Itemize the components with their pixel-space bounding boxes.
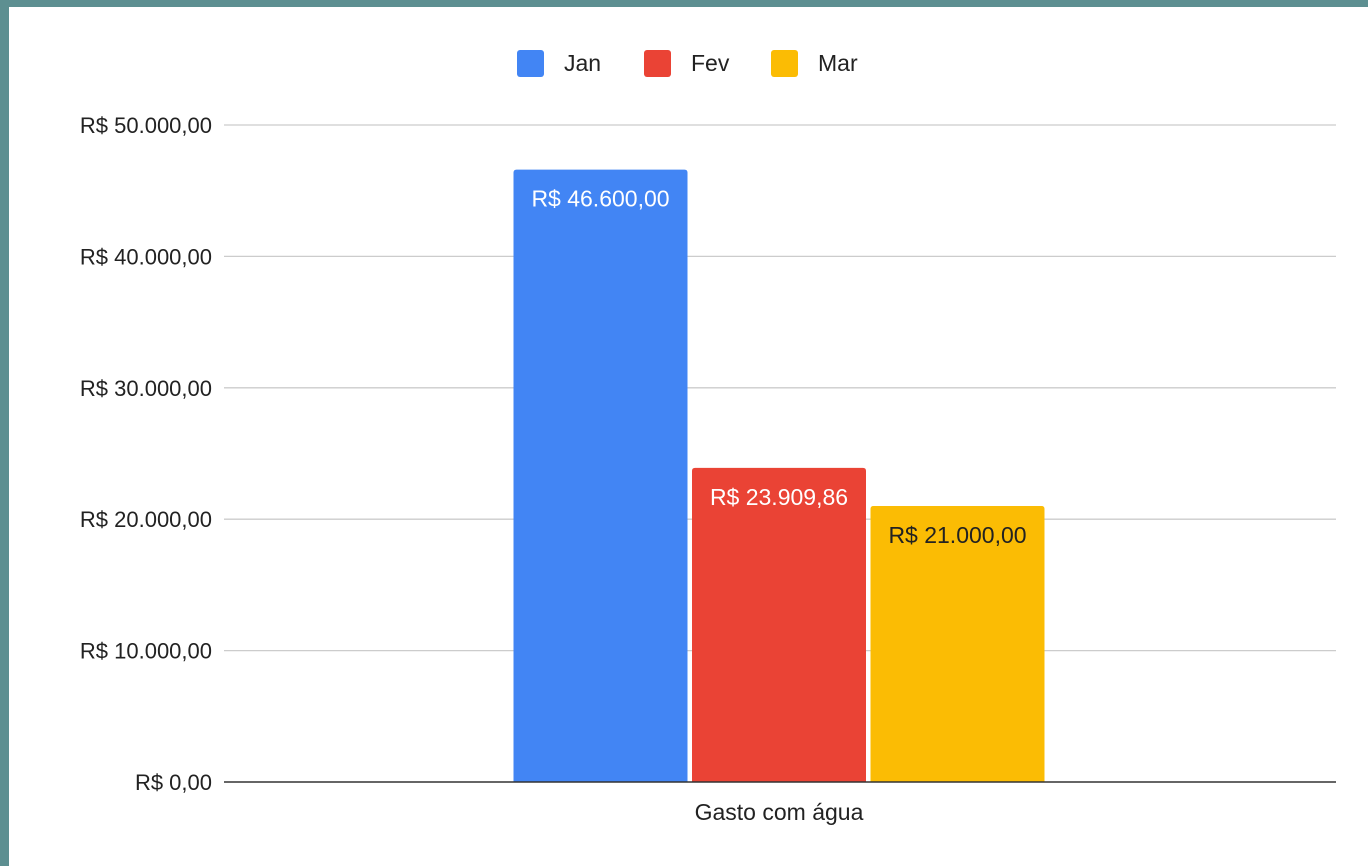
legend-swatch-fev — [644, 50, 671, 77]
data-label-mar: R$ 21.000,00 — [888, 522, 1026, 548]
y-axis: R$ 0,00 R$ 10.000,00 R$ 20.000,00 R$ 30.000… — [80, 113, 212, 795]
bar-fev — [692, 467, 866, 782]
legend-swatch-mar — [771, 50, 798, 77]
y-tick-label: R$ 20.000,00 — [80, 507, 212, 532]
x-category-label: Gasto com água — [695, 799, 864, 825]
data-label-fev: R$ 23.909,86 — [710, 484, 848, 510]
y-tick-label: R$ 30.000,00 — [80, 376, 212, 401]
legend-swatch-jan — [517, 50, 544, 77]
y-tick-label: R$ 10.000,00 — [80, 639, 212, 664]
legend: Jan Fev Mar — [517, 50, 858, 77]
y-tick-label: R$ 0,00 — [135, 770, 212, 795]
legend-label-mar: Mar — [818, 50, 858, 76]
bar-mar — [870, 506, 1045, 782]
x-axis: Gasto com água — [224, 781, 1336, 825]
bar-jan — [513, 169, 688, 782]
bars: R$ 46.600,00 R$ 23.909,86 R$ 21.000,00 — [513, 169, 1045, 782]
legend-label-jan: Jan — [564, 50, 601, 76]
y-tick-label: R$ 50.000,00 — [80, 113, 212, 138]
chart-frame — [9, 7, 1368, 866]
data-label-jan: R$ 46.600,00 — [531, 186, 669, 212]
y-tick-label: R$ 40.000,00 — [80, 244, 212, 269]
legend-label-fev: Fev — [691, 50, 730, 76]
